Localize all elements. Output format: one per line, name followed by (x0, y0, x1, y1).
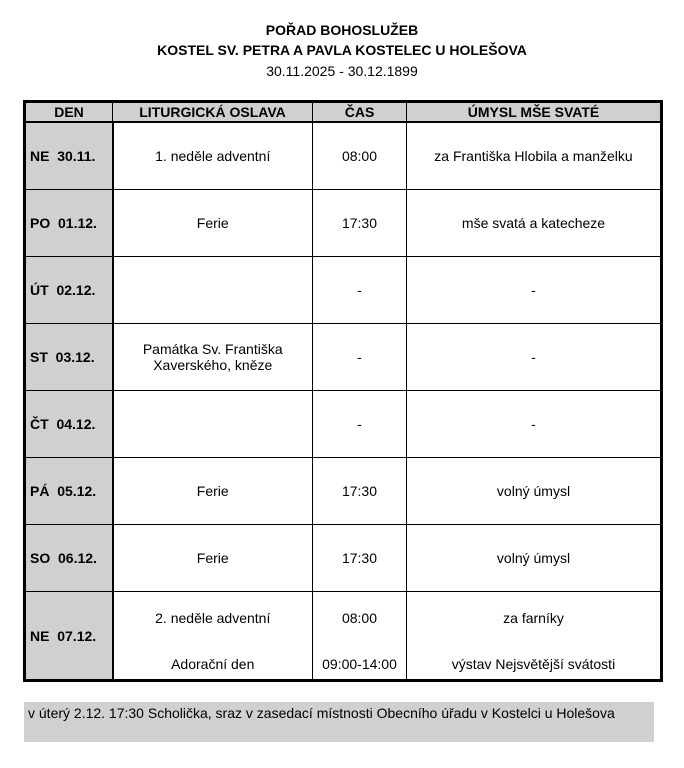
time-cell: 17:30 (312, 189, 407, 257)
day-cell: PO 01.12. (24, 189, 114, 257)
intention-cell: mše svatá a katecheze (406, 189, 662, 257)
time-text: - (357, 282, 362, 298)
table-row: NE 07.12. 2. neděle adventní Adorační den 0… (24, 591, 662, 681)
liturgy-text: Ferie (196, 483, 229, 499)
column-header-day: DEN (24, 101, 113, 123)
day-cell: ČT 04.12. (24, 390, 114, 458)
intention-text: volný úmysl (496, 550, 571, 566)
day-cell: ST 03.12. (24, 323, 114, 391)
time-cell: - (312, 256, 407, 324)
liturgy-text: Ferie (196, 550, 229, 566)
liturgy-cell: Ferie (112, 457, 313, 525)
time-text: - (357, 349, 362, 365)
liturgy-text: 1. neděle adventní (155, 148, 271, 164)
liturgy-cell: 2. neděle adventní Adorační den (112, 591, 313, 681)
intention-text: - (531, 349, 536, 365)
intention-text: - (531, 416, 536, 432)
table-row: PÁ 05.12. Ferie 17:30 volný úmysl (24, 457, 662, 525)
liturgy-cell: 1. neděle adventní (112, 121, 313, 190)
time-text: 17:30 (341, 483, 378, 499)
time-text: 09:00-14:00 (322, 655, 397, 672)
time-cell: 08:00 09:00-14:00 (312, 591, 407, 681)
intention-cell: volný úmysl (406, 524, 662, 592)
liturgy-text: Adorační den (171, 655, 255, 672)
liturgy-text: Památka Sv. Františka Xaverského, kněze (142, 341, 283, 373)
time-cell: - (312, 323, 407, 391)
time-text: 08:00 (341, 148, 378, 164)
table-header-row: DEN LITURGICKÁ OSLAVA ČAS ÚMYSL MŠE SVAT… (24, 101, 662, 123)
time-text: - (357, 416, 362, 432)
intention-cell: - (406, 256, 662, 324)
table-row: SO 06.12. Ferie 17:30 volný úmysl (24, 524, 662, 592)
column-header-liturgy: LITURGICKÁ OSLAVA (112, 101, 313, 123)
time-cell: 17:30 (312, 524, 407, 592)
liturgy-cell: Památka Sv. Františka Xaverského, kněze (112, 323, 313, 391)
table-row: NE 30.11. 1. neděle adventní 08:00 za Frant… (24, 121, 662, 190)
time-text: 17:30 (341, 550, 378, 566)
date-range: 30.11.2025 - 30.12.1899 (266, 63, 418, 79)
day-cell: NE 07.12. (24, 591, 114, 681)
intention-cell: volný úmysl (406, 457, 662, 525)
table-row: ST 03.12. Památka Sv. Františka Xaverskéh… (24, 323, 662, 391)
intention-cell: - (406, 390, 662, 458)
schedule-table: DEN LITURGICKÁ OSLAVA ČAS ÚMYSL MŠE SVAT… (23, 100, 663, 682)
table-row: ÚT 02.12. - - (24, 256, 662, 324)
table-row: PO 01.12. Ferie 17:30 mše svatá a katecheze (24, 189, 662, 257)
intention-cell: za Františka Hlobila a manželku (406, 121, 662, 190)
footer-note: v úterý 2.12. 17:30 Scholička, sraz v za… (24, 702, 654, 742)
liturgy-cell: Ferie (112, 189, 313, 257)
intention-text: za farníky (503, 609, 564, 626)
page-title: POŘAD BOHOSLUŽEB (265, 22, 419, 38)
day-cell: PÁ 05.12. (24, 457, 114, 525)
liturgy-cell (112, 390, 313, 458)
intention-cell: - (406, 323, 662, 391)
intention-text: mše svatá a katecheze (461, 215, 606, 231)
intention-text: za Františka Hlobila a manželku (434, 148, 633, 164)
time-cell: - (312, 390, 407, 458)
day-cell: NE 30.11. (24, 121, 114, 190)
intention-cell: za farníky výstav Nejsvětější svátosti (406, 591, 662, 681)
liturgy-text: Ferie (196, 215, 229, 231)
day-cell: SO 06.12. (24, 524, 114, 592)
time-text: 08:00 (341, 609, 378, 626)
table-row: ČT 04.12. - - (24, 390, 662, 458)
time-cell: 17:30 (312, 457, 407, 525)
intention-text: - (531, 282, 536, 298)
church-name: KOSTEL SV. PETRA A PAVLA KOSTELEC U HOLE… (157, 42, 527, 58)
liturgy-cell (112, 256, 313, 324)
day-cell: ÚT 02.12. (24, 256, 114, 324)
intention-text: volný úmysl (496, 483, 571, 499)
time-cell: 08:00 (312, 121, 407, 190)
column-header-time: ČAS (312, 101, 407, 123)
liturgy-cell: Ferie (112, 524, 313, 592)
liturgy-text: 2. neděle adventní (155, 609, 271, 626)
column-header-intention: ÚMYSL MŠE SVATÉ (406, 101, 662, 123)
time-text: 17:30 (341, 215, 378, 231)
intention-text: výstav Nejsvětější svátosti (451, 655, 616, 672)
